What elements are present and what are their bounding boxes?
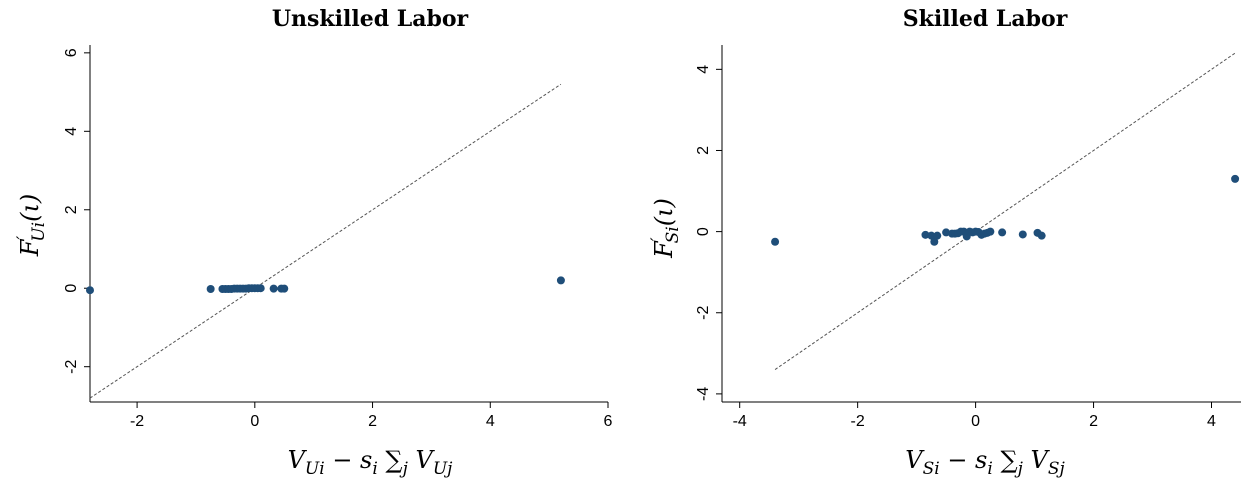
x-tick-label: 4 (1207, 413, 1216, 430)
y-tick-label: 0 (63, 284, 80, 293)
x-tick-label: 2 (1089, 413, 1098, 430)
panel-unskilled: Unskilled Labor -2 0 2 4 6 -2 0 2 4 6 VUi − si ∑j… (14, 6, 613, 479)
plot-area: -2 0 2 4 6 -2 0 2 4 6 (63, 45, 613, 430)
x-tick-label: -2 (130, 413, 144, 430)
x-axis-label: VUi − si ∑j VUj (288, 446, 454, 479)
y-tick-label: 2 (63, 205, 80, 214)
x-axis-label: VSi − si ∑j VSj (905, 446, 1065, 479)
data-point (930, 237, 939, 246)
x-tick-label: 4 (486, 413, 495, 430)
reference-line (89, 83, 562, 399)
y-tick-label: -2 (63, 359, 80, 373)
y-tick-label: 0 (695, 227, 712, 236)
x-tick-label: 0 (250, 413, 259, 430)
x-tick-label: -4 (733, 413, 747, 430)
y-tick-label: 4 (63, 127, 80, 136)
data-point (1018, 230, 1027, 239)
data-point (256, 284, 265, 293)
data-point (280, 284, 289, 293)
y-tick-label: 6 (63, 48, 80, 57)
y-axis-label: F′Ui(ι) (14, 194, 49, 257)
chart-title: Skilled Labor (903, 6, 1068, 32)
y-tick-label: -2 (695, 306, 712, 320)
data-point (556, 276, 565, 285)
y-tick-label: 2 (695, 146, 712, 155)
panel-skilled: Skilled Labor -4 -2 0 2 4 -4 -2 0 2 4 VSi − si ∑j… (648, 6, 1241, 479)
data-point (921, 230, 930, 239)
x-tick-label: -2 (851, 413, 865, 430)
data-point (933, 231, 942, 240)
plot-area: -4 -2 0 2 4 -4 -2 0 2 4 (695, 45, 1241, 430)
x-tick-label: 6 (604, 413, 613, 430)
svg-text:VSi − si ∑j VSj: VSi − si ∑j VSj (905, 446, 1065, 479)
data-point (998, 228, 1007, 237)
x-tick-label: 2 (368, 413, 377, 430)
svg-text:F′Ui(ι): F′Ui(ι) (14, 194, 49, 257)
data-point (986, 227, 995, 236)
svg-text:F′Si(ι): F′Si(ι) (648, 198, 683, 259)
data-point (927, 231, 936, 240)
data-point (269, 284, 278, 293)
data-point (86, 286, 94, 295)
reference-line (774, 52, 1236, 370)
x-tick-label: 0 (971, 413, 980, 430)
data-point (206, 285, 215, 294)
data-point (1231, 174, 1240, 183)
svg-text:VUi − si ∑j VUj: VUi − si ∑j VUj (288, 446, 454, 479)
data-point (1037, 231, 1046, 240)
chart-title: Unskilled Labor (272, 6, 469, 32)
data-point (771, 237, 780, 246)
y-axis-label: F′Si(ι) (648, 198, 683, 259)
y-tick-label: 4 (695, 65, 712, 74)
y-tick-label: -4 (695, 387, 712, 401)
